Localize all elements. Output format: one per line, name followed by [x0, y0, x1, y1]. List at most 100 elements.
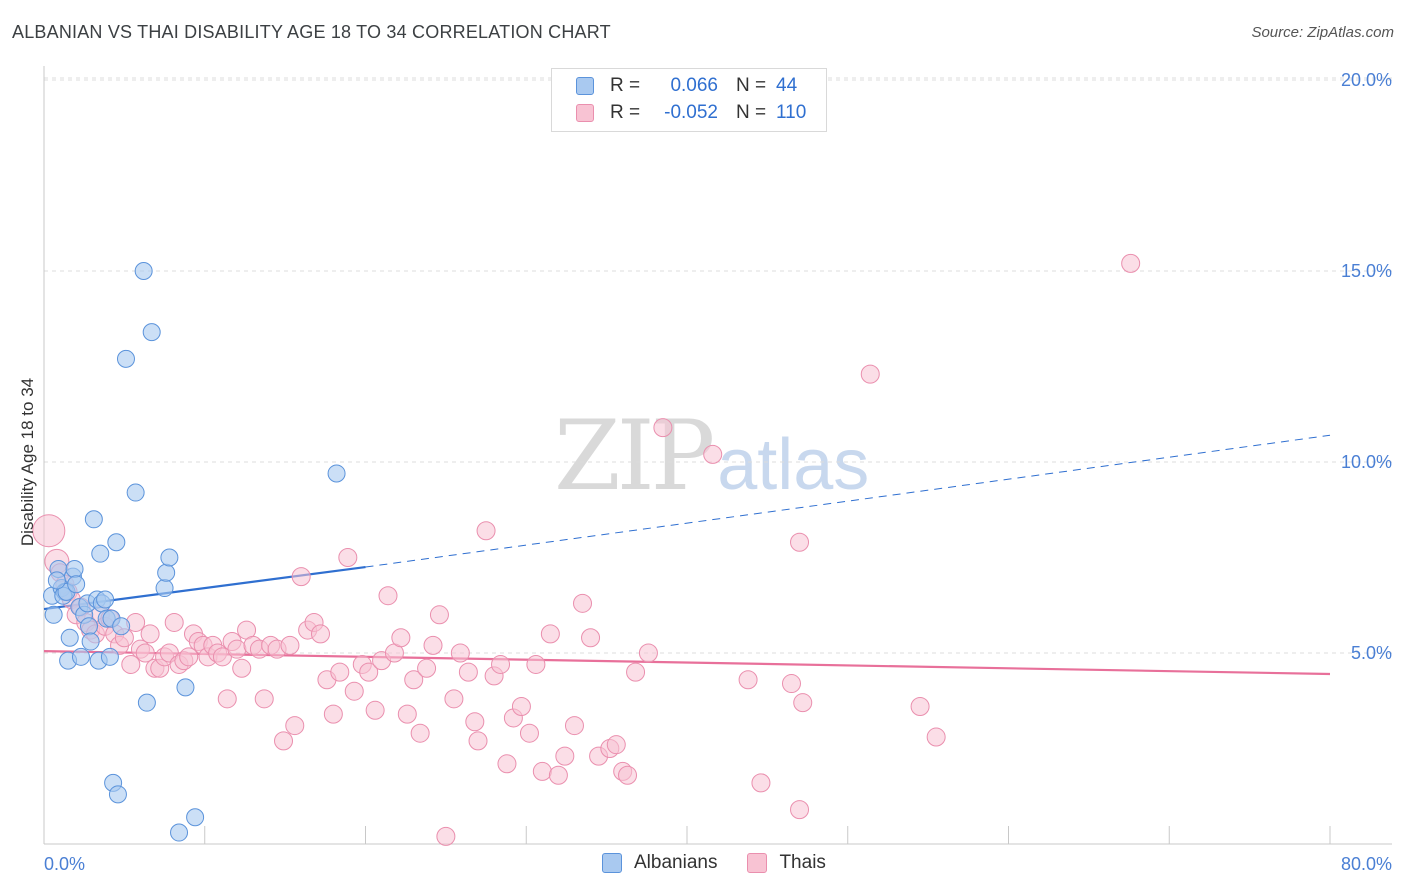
- legend-n-value: 44: [776, 75, 798, 96]
- thais-point: [217, 689, 237, 709]
- thais-point: [254, 689, 274, 709]
- thais-point: [450, 643, 470, 663]
- axis-labels: 5.0% 10.0% 15.0% 20.0% 0.0% 80.0% Disability A…: [18, 70, 1392, 874]
- albanians-point: [142, 323, 161, 342]
- thais-point: [618, 765, 638, 785]
- thais-point: [280, 635, 300, 655]
- thais-point: [790, 800, 810, 820]
- albanians-point: [84, 510, 103, 529]
- thais-point: [338, 548, 358, 567]
- thais-point: [423, 635, 443, 655]
- albanians-point: [170, 823, 189, 842]
- legend-r-value: 0.066: [670, 75, 718, 96]
- thais-point: [860, 364, 880, 384]
- thais-point: [436, 826, 456, 846]
- thais-points: [32, 253, 1141, 846]
- legend-n-value: 110: [776, 102, 807, 123]
- thais-point: [626, 662, 646, 682]
- albanians-point: [157, 563, 176, 582]
- albanians-point: [44, 605, 63, 624]
- legend-r-label: R =: [610, 102, 641, 123]
- thais-point: [491, 654, 511, 674]
- albanians-point: [80, 617, 99, 636]
- thais-point: [653, 418, 673, 438]
- thais-point: [135, 643, 155, 663]
- thais-point: [751, 773, 771, 793]
- albanians-point: [327, 464, 346, 483]
- legend-r-value: -0.052: [664, 102, 718, 123]
- thais-point: [738, 670, 758, 690]
- thais-point: [497, 754, 517, 774]
- grid-lines: [44, 77, 1392, 654]
- thais-point: [32, 514, 66, 548]
- thais-point: [468, 731, 488, 751]
- albanians-point: [186, 808, 205, 827]
- albanians-trend-extension: [365, 434, 1331, 568]
- thais-point: [274, 731, 294, 751]
- thais-point: [540, 624, 560, 644]
- albanians-legend-label: Albanians: [634, 852, 718, 873]
- thais-point: [573, 593, 593, 613]
- thais-legend-swatch: [747, 853, 768, 873]
- correlation-legend: R = 0.066 N = 44 R = -0.052 N = 110: [551, 68, 827, 132]
- thais-point: [310, 624, 330, 644]
- thais-legend-label: Thais: [779, 852, 826, 873]
- thais-point: [140, 624, 160, 644]
- thais-point: [444, 689, 464, 709]
- y-tick-label: 10.0%: [1341, 452, 1392, 472]
- legend-item-thais[interactable]: Thais: [747, 852, 826, 874]
- thais-point: [519, 723, 539, 743]
- thais-point: [1121, 253, 1141, 273]
- legend-n-label: N =: [736, 102, 767, 123]
- legend-row-thais: R = -0.052 N = 110: [576, 100, 806, 126]
- albanians-point: [67, 575, 86, 594]
- thais-point: [397, 704, 417, 724]
- albanians-point: [100, 647, 119, 666]
- thais-point: [532, 761, 552, 781]
- thais-swatch: [576, 104, 594, 122]
- albanians-point: [137, 693, 156, 712]
- thais-point: [291, 567, 311, 587]
- thais-point: [410, 723, 430, 743]
- albanians-point: [160, 548, 179, 567]
- albanians-point: [126, 483, 145, 502]
- thais-point: [555, 746, 575, 766]
- albanians-point: [47, 571, 66, 590]
- thais-point: [793, 693, 813, 713]
- thais-point: [790, 532, 810, 552]
- thais-point: [164, 612, 184, 632]
- thais-point: [121, 654, 141, 674]
- albanians-point: [65, 559, 84, 578]
- thais-point: [359, 662, 379, 682]
- legend-item-albanians[interactable]: Albanians: [602, 852, 717, 874]
- legend-row-albanians: R = 0.066 N = 44: [576, 73, 797, 99]
- thais-point: [511, 696, 531, 716]
- thais-point: [564, 716, 584, 736]
- albanians-point: [60, 628, 79, 647]
- albanians-point: [155, 579, 174, 598]
- thais-point: [548, 765, 568, 785]
- albanians-legend-swatch: [602, 853, 622, 873]
- albanians-point: [116, 349, 135, 368]
- chart-title: ALBANIAN VS THAI DISABILITY AGE 18 TO 34…: [12, 22, 611, 42]
- thais-point: [285, 716, 305, 736]
- thais-point: [638, 643, 658, 663]
- thais-point: [404, 670, 424, 690]
- albanians-point: [96, 590, 115, 609]
- y-tick-label: 5.0%: [1351, 643, 1392, 663]
- thais-point: [606, 735, 626, 755]
- thais-point: [781, 674, 801, 694]
- thais-point: [703, 444, 723, 464]
- legend-r-label: R =: [610, 75, 641, 96]
- thais-point: [476, 521, 496, 541]
- albanians-point: [134, 262, 153, 280]
- thais-point: [429, 605, 449, 625]
- thais-point: [465, 712, 485, 732]
- thais-point: [581, 628, 601, 648]
- legend-n-label: N =: [736, 75, 767, 96]
- thais-point: [391, 628, 411, 648]
- thais-point: [526, 654, 546, 674]
- albanians-point: [176, 678, 195, 697]
- albanians-point: [112, 617, 131, 636]
